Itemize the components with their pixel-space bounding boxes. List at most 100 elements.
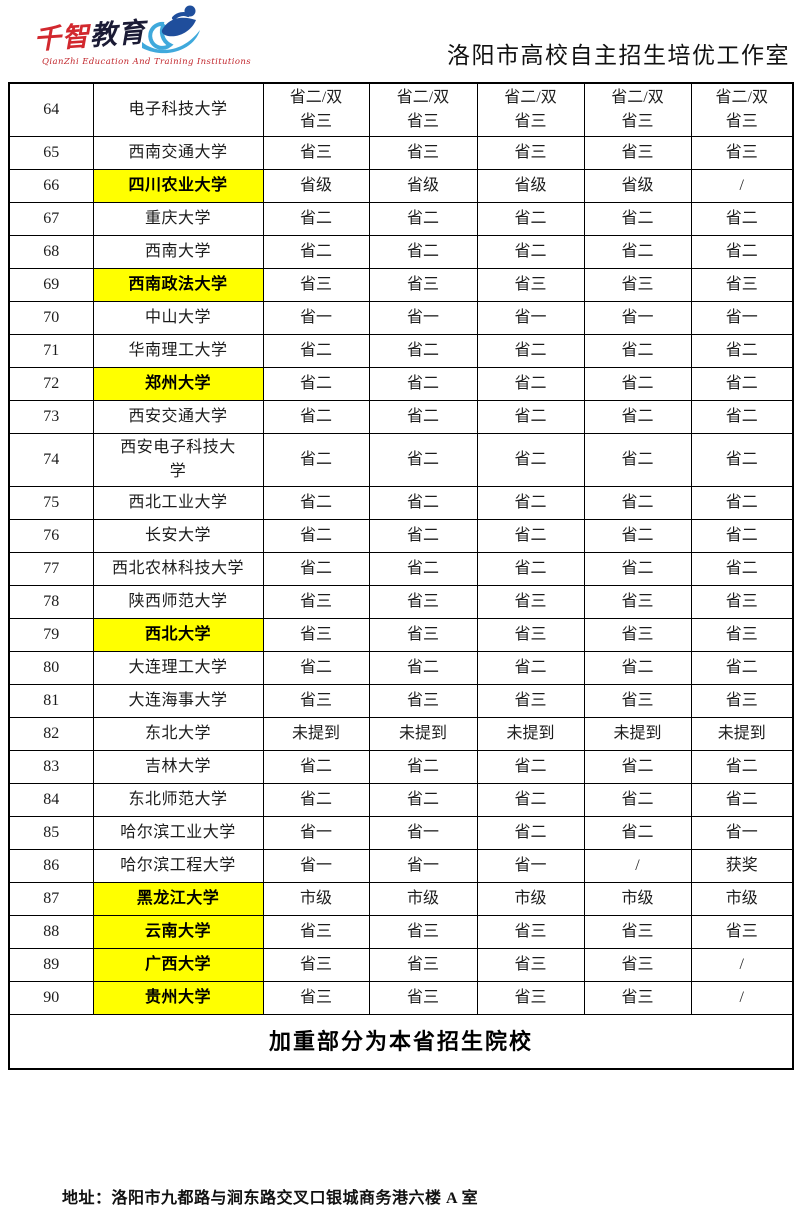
award-level-cell: 省三 xyxy=(368,915,478,949)
university-name-cell-highlighted: 广西大学 xyxy=(92,948,264,982)
award-level-cell: 省三 xyxy=(583,915,692,949)
award-level-cell: 省三 xyxy=(583,585,692,619)
award-level-cell: 省二 xyxy=(368,552,478,586)
award-level-cell: 省二 xyxy=(690,519,794,553)
award-level-cell: 省二 xyxy=(476,433,585,487)
table-row: 76 长安大学 省二 省二 省二 省二 省二 xyxy=(8,519,794,553)
note-row: 加重部分为本省招生院校 xyxy=(8,1014,794,1069)
table-row: 70 中山大学 省一 省一 省一 省一 省一 xyxy=(8,301,794,335)
university-name-cell: 陕西师范大学 xyxy=(92,585,264,619)
award-level-cell: 省二 xyxy=(262,235,370,269)
award-level-cell: 省三 xyxy=(262,684,370,718)
award-level-cell: 省三 xyxy=(583,981,692,1015)
award-level-cell: 省二 xyxy=(368,202,478,236)
university-name-cell-highlighted: 郑州大学 xyxy=(92,367,264,401)
award-level-cell: 省二 xyxy=(583,750,692,784)
award-level-cell: 省二 xyxy=(262,486,370,520)
table-row: 65 西南交通大学 省三 省三 省三 省三 省三 xyxy=(8,136,794,170)
logo-text-dark: 教育 xyxy=(88,17,147,52)
award-level-cell: 省二/双 省三 xyxy=(368,82,478,137)
award-level-cell: 省三 xyxy=(476,684,585,718)
award-level-cell: 省二 xyxy=(262,334,370,368)
university-name-cell: 东北师范大学 xyxy=(92,783,264,817)
university-name-cell-highlighted: 贵州大学 xyxy=(92,981,264,1015)
award-level-cell: 省二 xyxy=(583,486,692,520)
award-level-cell: 省二 xyxy=(476,651,585,685)
table-row: 85 哈尔滨工业大学 省一 省一 省二 省二 省一 xyxy=(8,816,794,850)
award-level-cell: 未提到 xyxy=(583,717,692,751)
award-level-cell: 省一 xyxy=(583,301,692,335)
award-level-cell: 省一 xyxy=(476,849,585,883)
award-level-cell: 省二 xyxy=(583,783,692,817)
address-line: 地址：洛阳市九都路与涧东路交叉口银城商务港六楼 A 室 xyxy=(62,1190,479,1207)
award-level-cell: 省二 xyxy=(368,486,478,520)
award-level-cell: 省二 xyxy=(262,400,370,434)
table-row: 69 西南政法大学 省三 省三 省三 省三 省三 xyxy=(8,268,794,302)
table-row: 83 吉林大学 省二 省二 省二 省二 省二 xyxy=(8,750,794,784)
university-name-cell: 中山大学 xyxy=(92,301,264,335)
award-level-cell: 省三 xyxy=(690,268,794,302)
award-level-cell: 省三 xyxy=(262,618,370,652)
award-level-cell: 省二 xyxy=(583,552,692,586)
award-level-cell: 省二 xyxy=(368,433,478,487)
award-level-cell: 省二 xyxy=(583,334,692,368)
table-row: 87 黑龙江大学 市级 市级 市级 市级 市级 xyxy=(8,882,794,916)
row-number-cell: 64 xyxy=(8,82,94,137)
award-level-cell: 省二 xyxy=(476,552,585,586)
row-number-cell: 77 xyxy=(8,552,94,586)
university-name-cell-highlighted: 四川农业大学 xyxy=(92,169,264,203)
table-row: 79 西北大学 省三 省三 省三 省三 省三 xyxy=(8,618,794,652)
row-number-cell: 86 xyxy=(8,849,94,883)
university-name-cell: 西南大学 xyxy=(92,235,264,269)
award-level-cell: 省二 xyxy=(690,367,794,401)
award-level-cell: 省一 xyxy=(690,816,794,850)
award-level-cell: 市级 xyxy=(476,882,585,916)
award-level-cell: 省二 xyxy=(583,202,692,236)
university-name-cell: 重庆大学 xyxy=(92,202,264,236)
row-number-cell: 69 xyxy=(8,268,94,302)
row-number-cell: 79 xyxy=(8,618,94,652)
award-level-cell: 省二 xyxy=(583,433,692,487)
table-row: 90 贵州大学 省三 省三 省三 省三 / xyxy=(8,981,794,1015)
award-level-cell: 省一 xyxy=(368,816,478,850)
award-level-cell: 省三 xyxy=(476,981,585,1015)
university-name-cell: 西北工业大学 xyxy=(92,486,264,520)
leaping-person-swoosh-icon xyxy=(142,5,200,54)
university-name-cell: 西南交通大学 xyxy=(92,136,264,170)
award-level-cell: 省二 xyxy=(583,816,692,850)
award-level-cell: 省二 xyxy=(368,651,478,685)
table-row: 86 哈尔滨工程大学 省一 省一 省一 / 获奖 xyxy=(8,849,794,883)
award-level-cell: 省三 xyxy=(476,915,585,949)
page-title: 洛阳市高校自主招生培优工作室 xyxy=(447,43,790,68)
table-row: 71 华南理工大学 省二 省二 省二 省二 省二 xyxy=(8,334,794,368)
award-level-cell: 省二 xyxy=(368,783,478,817)
award-level-cell: 获奖 xyxy=(690,849,794,883)
award-level-cell: 省三 xyxy=(476,948,585,982)
award-level-cell: 省三 xyxy=(690,585,794,619)
table-row: 73 西安交通大学 省二 省二 省二 省二 省二 xyxy=(8,400,794,434)
row-number-cell: 71 xyxy=(8,334,94,368)
award-level-cell: 省一 xyxy=(262,301,370,335)
table-row: 82 东北大学 未提到 未提到 未提到 未提到 未提到 xyxy=(8,717,794,751)
award-level-cell: 省三 xyxy=(690,618,794,652)
row-number-cell: 78 xyxy=(8,585,94,619)
row-number-cell: 76 xyxy=(8,519,94,553)
award-level-cell: 省二 xyxy=(690,334,794,368)
award-level-cell: 省三 xyxy=(368,136,478,170)
row-number-cell: 85 xyxy=(8,816,94,850)
row-number-cell: 89 xyxy=(8,948,94,982)
award-level-cell: 省三 xyxy=(476,268,585,302)
award-level-cell: 省二 xyxy=(690,235,794,269)
award-level-cell: 省二 xyxy=(262,552,370,586)
award-level-cell: 省二/双 省三 xyxy=(476,82,585,137)
award-level-cell: 省三 xyxy=(262,948,370,982)
award-level-cell: 省二 xyxy=(583,400,692,434)
award-level-cell: 省二 xyxy=(368,750,478,784)
university-name-cell-highlighted: 黑龙江大学 xyxy=(92,882,264,916)
award-level-cell: 省三 xyxy=(583,948,692,982)
logo-tagline: QianZhi Education And Training Instituti… xyxy=(42,57,251,67)
table-row: 80 大连理工大学 省二 省二 省二 省二 省二 xyxy=(8,651,794,685)
university-name-cell: 西安电子科技大 学 xyxy=(92,433,264,487)
award-level-cell: 省二 xyxy=(476,400,585,434)
award-level-cell: 省二/双 省三 xyxy=(583,82,692,137)
